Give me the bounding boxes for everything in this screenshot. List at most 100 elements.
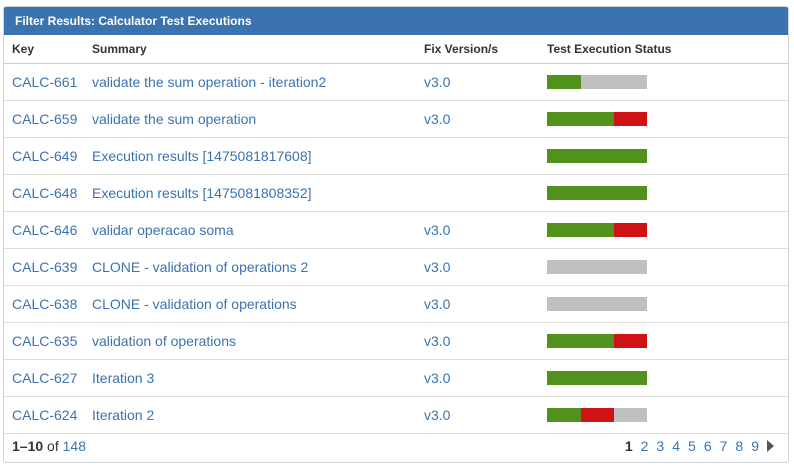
issue-key-link[interactable]: CALC-639 [12, 259, 78, 275]
cell-execution-status [547, 100, 788, 138]
cell-key: CALC-627 [4, 359, 92, 397]
execution-status-bar[interactable] [547, 334, 647, 348]
cell-summary: Iteration 3 [92, 359, 424, 397]
fix-version-link[interactable]: v3.0 [424, 370, 451, 386]
cell-key: CALC-646 [4, 211, 92, 249]
fix-version-link[interactable]: v3.0 [424, 333, 451, 349]
status-segment-todo [547, 297, 647, 311]
cell-summary: Execution results [1475081817608] [92, 137, 424, 175]
issue-summary-link[interactable]: CLONE - validation of operations [92, 296, 297, 312]
issue-key-link[interactable]: CALC-638 [12, 296, 78, 312]
page-link-1[interactable]: 1 [624, 438, 633, 454]
table-row: CALC-648 Execution results [1475081808352… [4, 174, 788, 212]
cell-key: CALC-624 [4, 396, 92, 434]
issue-summary-link[interactable]: Execution results [1475081808352] [92, 185, 312, 201]
issue-key-link[interactable]: CALC-649 [12, 148, 78, 164]
issue-summary-link[interactable]: CLONE - validation of operations 2 [92, 259, 309, 275]
fix-version-link[interactable]: v3.0 [424, 111, 451, 127]
issue-key-link[interactable]: CALC-635 [12, 333, 78, 349]
execution-status-bar[interactable] [547, 186, 647, 200]
status-segment-pass [547, 223, 614, 237]
cell-summary: CLONE - validation of operations 2 [92, 248, 424, 286]
status-segment-pass [547, 408, 581, 422]
fix-version-link[interactable]: v3.0 [424, 296, 451, 312]
page-link-4[interactable]: 4 [672, 438, 681, 454]
page-link-2[interactable]: 2 [640, 438, 649, 454]
issue-summary-link[interactable]: validate the sum operation [92, 111, 257, 127]
column-header-fix-version[interactable]: Fix Version/s [424, 35, 547, 64]
status-segment-pass [547, 371, 647, 385]
issue-key-link[interactable]: CALC-659 [12, 111, 78, 127]
column-header-status[interactable]: Test Execution Status [547, 35, 788, 64]
execution-status-bar[interactable] [547, 408, 647, 422]
issue-summary-link[interactable]: Iteration 2 [92, 407, 155, 423]
fix-version-link[interactable]: v3.0 [424, 259, 451, 275]
result-range: 1–10 [12, 438, 44, 454]
cell-execution-status [547, 359, 788, 397]
table-row: CALC-661 validate the sum operation - ite… [4, 63, 788, 101]
page-link-6[interactable]: 6 [703, 438, 712, 454]
issue-summary-link[interactable]: validate the sum operation - iteration2 [92, 74, 327, 90]
column-header-key[interactable]: Key [4, 35, 92, 64]
table-row: CALC-659 validate the sum operation v3.0 [4, 100, 788, 138]
issue-summary-link[interactable]: validation of operations [92, 333, 236, 349]
result-of-label: of [47, 438, 59, 454]
column-header-summary[interactable]: Summary [92, 35, 424, 64]
cell-fix-version [424, 137, 547, 175]
execution-status-bar[interactable] [547, 297, 647, 311]
status-segment-fail [614, 112, 647, 126]
next-page-arrow-icon[interactable] [767, 440, 774, 452]
issue-summary-link[interactable]: validar operacao soma [92, 222, 234, 238]
cell-execution-status [547, 285, 788, 323]
status-segment-todo [581, 75, 647, 89]
issue-key-link[interactable]: CALC-627 [12, 370, 78, 386]
execution-status-bar[interactable] [547, 371, 647, 385]
execution-status-bar[interactable] [547, 112, 647, 126]
execution-status-bar[interactable] [547, 75, 647, 89]
page-link-9[interactable]: 9 [751, 438, 759, 454]
table-header-row: Key Summary Fix Version/s Test Execution… [4, 35, 788, 64]
cell-summary: CLONE - validation of operations [92, 285, 424, 323]
execution-status-bar[interactable] [547, 149, 647, 163]
cell-fix-version: v3.0 [424, 100, 547, 138]
issue-key-link[interactable]: CALC-661 [12, 74, 78, 90]
status-segment-fail [614, 223, 647, 237]
table-row: CALC-649 Execution results [1475081817608… [4, 137, 788, 175]
issue-summary-link[interactable]: Iteration 3 [92, 370, 155, 386]
page-link-5[interactable]: 5 [688, 438, 696, 454]
status-segment-pass [547, 186, 647, 200]
fix-version-link[interactable]: v3.0 [424, 222, 451, 238]
issue-summary-link[interactable]: Execution results [1475081817608] [92, 148, 312, 164]
cell-execution-status [547, 63, 788, 101]
cell-fix-version: v3.0 [424, 322, 547, 360]
cell-key: CALC-648 [4, 174, 92, 212]
execution-status-bar[interactable] [547, 260, 647, 274]
execution-status-bar[interactable] [547, 223, 647, 237]
cell-fix-version: v3.0 [424, 211, 547, 249]
cell-summary: validate the sum operation [92, 100, 424, 138]
result-total-link[interactable]: 148 [62, 438, 86, 454]
cell-key: CALC-635 [4, 322, 92, 360]
issue-key-link[interactable]: CALC-624 [12, 407, 78, 423]
cell-key: CALC-638 [4, 285, 92, 323]
issue-key-link[interactable]: CALC-646 [12, 222, 78, 238]
page-link-3[interactable]: 3 [656, 438, 665, 454]
table-row: CALC-624 Iteration 2 v3.0 [4, 396, 788, 434]
page-link-7[interactable]: 7 [719, 438, 728, 454]
cell-fix-version: v3.0 [424, 63, 547, 101]
cell-fix-version: v3.0 [424, 248, 547, 286]
cell-key: CALC-659 [4, 100, 92, 138]
cell-execution-status [547, 211, 788, 249]
table-row: CALC-627 Iteration 3 v3.0 [4, 359, 788, 397]
page-link-8[interactable]: 8 [735, 438, 744, 454]
cell-summary: validate the sum operation - iteration2 [92, 63, 424, 101]
cell-key: CALC-639 [4, 248, 92, 286]
issue-key-link[interactable]: CALC-648 [12, 185, 78, 201]
table-row: CALC-646 validar operacao soma v3.0 [4, 211, 788, 249]
cell-summary: Execution results [1475081808352] [92, 174, 424, 212]
fix-version-link[interactable]: v3.0 [424, 74, 451, 90]
fix-version-link[interactable]: v3.0 [424, 407, 451, 423]
status-segment-fail [581, 408, 614, 422]
